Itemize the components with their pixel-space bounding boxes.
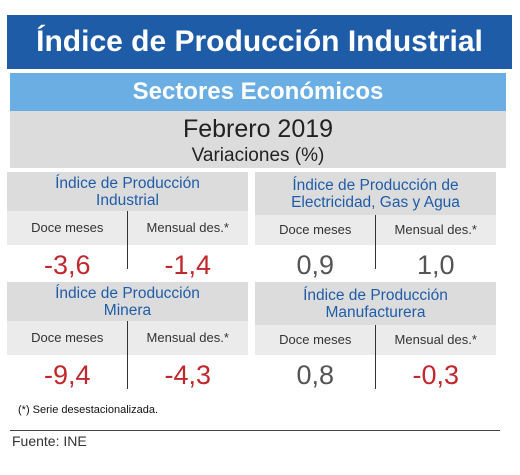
annual-value: 0,8 <box>296 360 335 390</box>
subtitle: Sectores Económicos <box>10 73 506 111</box>
period-band: Febrero 2019 Variaciones (%) <box>10 111 506 168</box>
card-title: Índice de Producción Industrial <box>7 172 248 211</box>
annual-column-label: Doce meses <box>31 330 104 345</box>
monthly-column-label: Mensual des.* <box>394 332 477 347</box>
card-industrial: Índice de Producción Industrial Doce mes… <box>7 172 248 280</box>
monthly-column-label: Mensual des.* <box>146 220 229 235</box>
column-divider <box>127 211 128 269</box>
unit-label: Variaciones (%) <box>191 145 325 166</box>
card-electricity: Índice de Producción de Electricidad, Ga… <box>255 172 496 280</box>
card-mining: Índice de Producción Minera Doce meses M… <box>7 282 248 392</box>
monthly-value: -1,4 <box>164 250 212 280</box>
annual-column-label: Doce meses <box>279 222 352 237</box>
column-divider <box>375 325 376 389</box>
card-title-text: Índice de Producción Minera <box>55 285 200 319</box>
card-title: Índice de Producción Manufacturera <box>255 282 496 325</box>
source-label: Fuente: INE <box>12 433 87 449</box>
monthly-value: 1,0 <box>416 250 455 280</box>
monthly-value: -0,3 <box>412 360 460 390</box>
card-title: Índice de Producción Minera <box>7 282 248 321</box>
card-title-text: Índice de Producción Manufacturera <box>303 287 448 321</box>
annual-column-label: Doce meses <box>31 220 104 235</box>
card-manufacturing: Índice de Producción Manufacturera Doce … <box>255 282 496 392</box>
monthly-column-label: Mensual des.* <box>146 330 229 345</box>
annual-value: 0,9 <box>296 250 335 280</box>
footer-divider <box>10 430 500 431</box>
card-title-text: Índice de Producción Industrial <box>55 175 200 209</box>
annual-value: -3,6 <box>43 250 91 280</box>
period-label: Febrero 2019 <box>182 115 334 143</box>
annual-value: -9,4 <box>43 360 91 390</box>
card-title-text: Índice de Producción de Electricidad, Ga… <box>291 177 460 211</box>
monthly-value: -4,3 <box>164 360 212 390</box>
annual-column-label: Doce meses <box>279 332 352 347</box>
monthly-column-label: Mensual des.* <box>394 222 477 237</box>
column-divider <box>127 321 128 389</box>
main-title: Índice de Producción Industrial <box>7 15 512 69</box>
column-divider <box>375 215 376 269</box>
card-title: Índice de Producción de Electricidad, Ga… <box>255 172 496 215</box>
footnote: (*) Serie desestacionalizada. <box>18 404 159 416</box>
